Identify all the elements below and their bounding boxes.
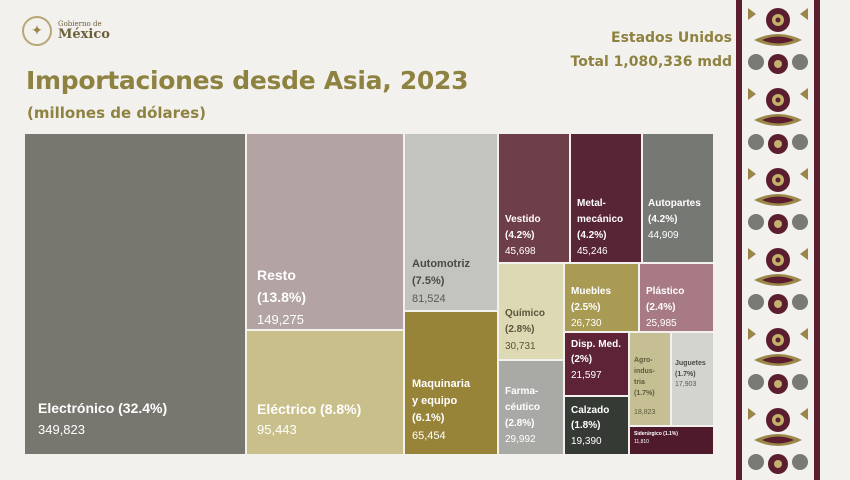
- right-margin: [820, 0, 850, 480]
- tile-automotriz: Automotriz (7.5%) 81,524: [404, 133, 498, 311]
- eagle-seal-icon: ✦: [22, 16, 52, 46]
- logo-line-2: México: [58, 27, 110, 42]
- tile-quimico: Químico (2.8%) 30,731: [498, 263, 564, 360]
- tile-label: Electrónico (32.4%): [38, 400, 168, 416]
- tile-label: Calzado (1.8%): [571, 405, 610, 431]
- tile-label: Automotriz (7.5%): [412, 258, 471, 287]
- tile-label: Eléctrico (8.8%): [257, 401, 362, 417]
- treemap: Electrónico (32.4%) 349,823 Resto (13.8%…: [24, 133, 714, 455]
- tile-value: 44,909: [648, 230, 679, 241]
- tile-calzado: Calzado (1.8%) 19,390: [564, 396, 629, 455]
- chart-title: Importaciones desde Asia, 2023: [26, 66, 469, 95]
- tile-siderurgico: Siderúrgico (1.1%) 11,810: [629, 426, 714, 455]
- tile-vestido: Vestido (4.2%) 45,698: [498, 133, 570, 263]
- tile-value: 349,823: [38, 422, 85, 437]
- tile-maquinaria: Maquinaria y equipo (6.1%) 65,454: [404, 311, 498, 455]
- floral-border-pattern: [736, 0, 820, 480]
- tile-label: Metal- mecánico (4.2%): [577, 198, 624, 241]
- tile-label: Muebles (2.5%): [571, 286, 612, 313]
- chart-subtitle: (millones de dólares): [27, 104, 207, 122]
- tile-label: Agro- indus- tria (1.7%): [634, 357, 655, 397]
- tile-value: 29,992: [505, 434, 536, 445]
- tile-agroindustria: Agro- indus- tria (1.7%) 18,823: [629, 332, 671, 426]
- tile-value: 95,443: [257, 422, 297, 437]
- tile-value: 25,985: [646, 318, 677, 329]
- tile-value: 21,597: [571, 370, 602, 381]
- logo-text: Gobierno de México: [58, 20, 110, 42]
- country-name: Estados Unidos: [611, 30, 732, 46]
- tile-autopartes: Autopartes (4.2%) 44,909: [642, 133, 714, 263]
- tile-value: 11,810: [634, 439, 649, 445]
- tile-value: 17,903: [675, 381, 697, 388]
- tile-value: 30,731: [505, 341, 536, 352]
- tile-muebles: Muebles (2.5%) 26,730: [564, 263, 639, 332]
- logo-line-1: Gobierno de: [58, 20, 102, 28]
- tile-label: Juguetes (1.7%): [675, 360, 706, 378]
- tile-label: Plástico (2.4%): [646, 286, 685, 313]
- tile-value: 26,730: [571, 318, 602, 329]
- tile-label: Autopartes (4.2%): [648, 198, 701, 225]
- gobierno-logo: ✦ Gobierno de México: [22, 16, 110, 46]
- tile-value: 45,246: [577, 246, 608, 257]
- tile-electronico: Electrónico (32.4%) 349,823: [24, 133, 246, 455]
- tile-value: 81,524: [412, 293, 446, 305]
- country-total: Total 1,080,336 mdd: [570, 54, 732, 70]
- tile-disp-med: Disp. Med. (2%) 21,597: [564, 332, 629, 396]
- tile-value: 18,823: [634, 409, 656, 416]
- country-block: Estados Unidos Total 1,080,336 mdd: [571, 26, 732, 74]
- tile-label: Maquinaria y equipo (6.1%): [412, 378, 471, 424]
- tile-label: Vestido (4.2%): [505, 214, 541, 241]
- tile-value: 65,454: [412, 430, 446, 442]
- tile-farmaceutico: Farma- céutico (2.8%) 29,992: [498, 360, 564, 455]
- tile-juguetes: Juguetes (1.7%) 17,903: [671, 332, 714, 426]
- tile-resto: Resto (13.8%) 149,275: [246, 133, 404, 330]
- tile-electrico: Eléctrico (8.8%) 95,443: [246, 330, 404, 455]
- tile-label: Siderúrgico (1.1%): [634, 431, 678, 437]
- tile-label: Disp. Med. (2%): [571, 339, 622, 365]
- tile-value: 19,390: [571, 436, 602, 447]
- tile-metal-mecanico: Metal- mecánico (4.2%) 45,246: [570, 133, 642, 263]
- tile-label: Farma- céutico (2.8%): [505, 386, 541, 429]
- tile-value: 149,275: [257, 312, 304, 327]
- tile-plastico: Plástico (2.4%) 25,985: [639, 263, 714, 332]
- tile-label: Resto (13.8%): [257, 267, 307, 305]
- tile-value: 45,698: [505, 246, 536, 257]
- tile-label: Químico (2.8%): [505, 308, 546, 335]
